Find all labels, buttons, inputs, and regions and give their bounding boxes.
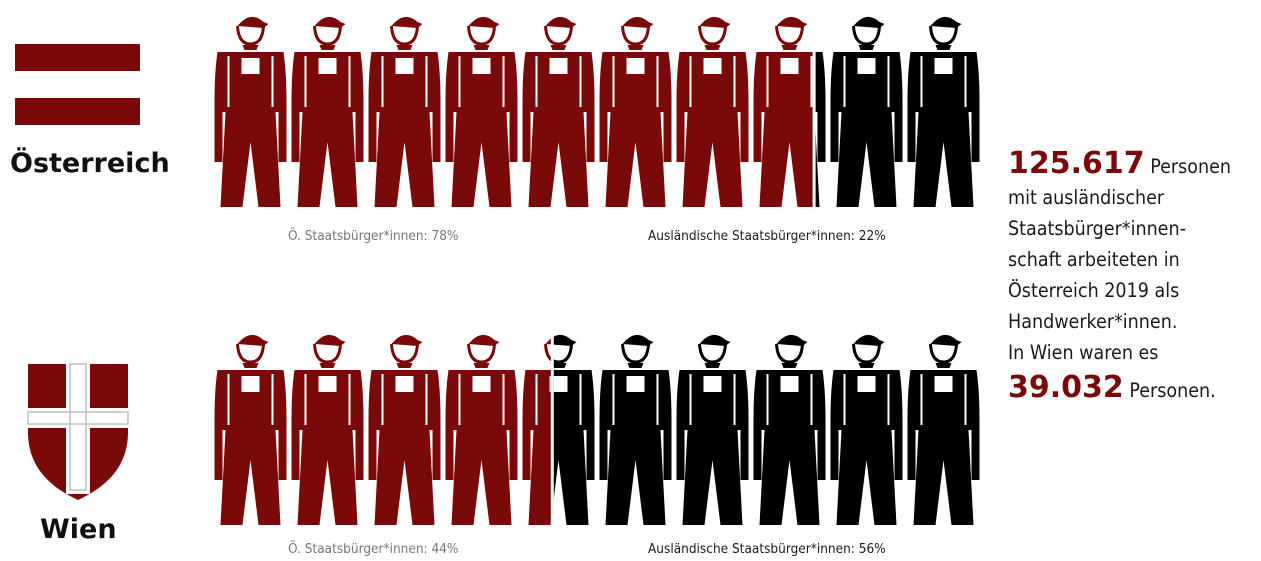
pictogram-row-austria xyxy=(212,12,982,212)
summary-line-2: mit ausländischer xyxy=(1008,186,1165,209)
pictogram-row-vienna xyxy=(212,330,982,530)
worker-icon-foreign xyxy=(815,52,826,207)
worker-icon-domestic xyxy=(214,16,287,207)
label-foreign-vienna: Ausländische Staatsbürger*innen: 56% xyxy=(648,541,886,557)
summary-text: 125.617 Personen mit ausländischer Staat… xyxy=(1008,148,1260,406)
label-domestic-austria: Ö. Staatsbürger*innen: 78% xyxy=(288,228,459,244)
worker-icon-foreign xyxy=(830,16,903,207)
summary-line-5: Österreich 2019 als xyxy=(1008,279,1180,302)
domestic-worker-group xyxy=(214,334,551,525)
region-label-austria: Österreich xyxy=(10,148,170,179)
region-label-vienna: Wien xyxy=(40,514,117,545)
label-domestic-vienna: Ö. Staatsbürger*innen: 44% xyxy=(288,541,459,557)
worker-icon-domestic xyxy=(291,334,364,525)
foreign-worker-group xyxy=(815,16,980,207)
worker-icon-foreign xyxy=(907,16,980,207)
worker-icon-foreign xyxy=(553,334,595,525)
worker-icon-domestic xyxy=(368,334,441,525)
worker-icon-foreign xyxy=(830,334,903,525)
summary-line-3: Staatsbürger*innen- xyxy=(1008,217,1186,240)
worker-icon-foreign xyxy=(753,334,826,525)
vienna-crest-icon xyxy=(27,363,129,500)
foreign-worker-group xyxy=(553,334,980,525)
worker-icon-foreign xyxy=(907,334,980,525)
worker-icon-domestic xyxy=(522,338,551,525)
worker-icon-domestic xyxy=(368,16,441,207)
worker-icon-domestic xyxy=(522,16,595,207)
summary-line-8: Personen. xyxy=(1123,379,1216,402)
worker-icon-domestic xyxy=(445,16,518,207)
flag-stripe-bottom xyxy=(15,98,140,125)
worker-icon-foreign xyxy=(599,334,672,525)
vienna-total-number: 39.032 xyxy=(1008,370,1124,405)
worker-icon-domestic xyxy=(599,16,672,207)
label-foreign-austria: Ausländische Staatsbürger*innen: 22% xyxy=(648,228,886,244)
worker-icon-domestic xyxy=(214,334,287,525)
flag-stripe-top xyxy=(15,44,140,71)
summary-line-6: Handwerker*innen. xyxy=(1008,310,1178,333)
summary-line-1: Personen xyxy=(1144,155,1232,178)
worker-icon-domestic xyxy=(676,16,749,207)
austria-total-number: 125.617 xyxy=(1008,146,1145,181)
worker-icon-domestic xyxy=(291,16,364,207)
domestic-worker-group xyxy=(214,16,813,207)
worker-icon-domestic xyxy=(445,334,518,525)
worker-icon-domestic xyxy=(753,16,813,207)
worker-icon-foreign xyxy=(676,334,749,525)
summary-line-7: In Wien waren es xyxy=(1008,341,1159,364)
summary-line-4: schaft arbeiteten in xyxy=(1008,248,1180,271)
